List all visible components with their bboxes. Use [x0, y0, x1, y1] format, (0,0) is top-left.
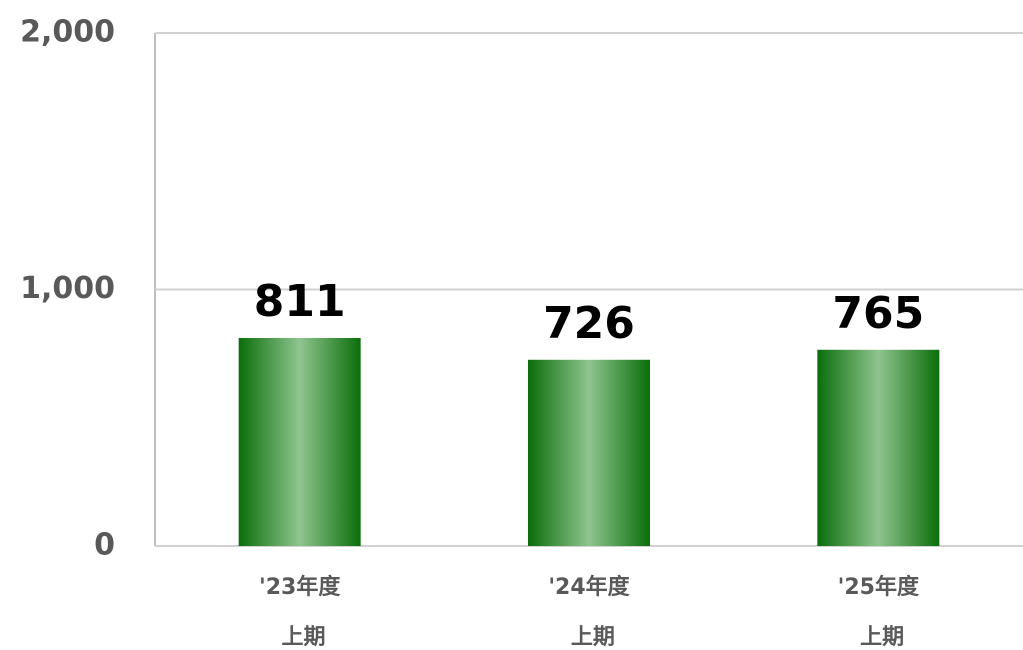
- bar: [817, 349, 940, 546]
- x-tick-label: '23年度 上期: [259, 574, 341, 650]
- x-tick-label: '25年度 上期: [838, 574, 920, 650]
- x-tick-label: '24年度 上期: [548, 574, 630, 650]
- value-label: 765: [832, 288, 924, 339]
- bar: [528, 359, 650, 546]
- value-label: 811: [254, 276, 346, 327]
- bar: [238, 337, 361, 546]
- value-label: 726: [543, 298, 635, 349]
- y-tick-label: 0: [94, 528, 115, 563]
- y-tick-label: 2,000: [20, 15, 115, 50]
- y-tick-label: 1,000: [20, 271, 115, 306]
